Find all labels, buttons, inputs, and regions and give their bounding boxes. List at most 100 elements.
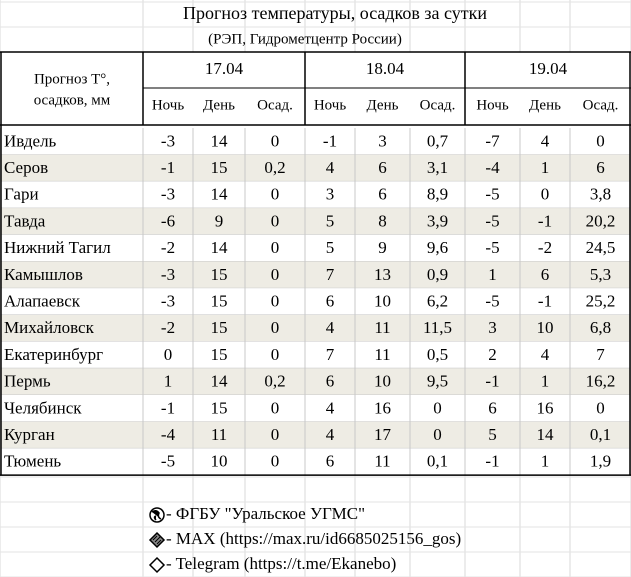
cell-value: 15 — [211, 345, 228, 364]
cell-value: 11 — [374, 318, 390, 337]
cell-value: 6 — [378, 158, 387, 177]
cell-value: 1 — [164, 372, 173, 391]
city-name: Камышлов — [4, 265, 83, 284]
cell-value: 0,2 — [264, 372, 285, 391]
cell-value: 6,8 — [590, 318, 611, 337]
city-name: Серов — [4, 158, 48, 177]
cell-value: 7 — [326, 345, 335, 364]
cell-value: 16 — [537, 398, 554, 417]
cell-value: 9 — [215, 211, 224, 230]
cell-value: 9,6 — [427, 238, 448, 257]
cell-value: 6 — [326, 452, 335, 471]
cell-value: -2 — [161, 318, 175, 337]
cell-value: -2 — [538, 238, 552, 257]
cell-value: 7 — [596, 345, 605, 364]
sub-header: День — [203, 97, 235, 113]
city-name: Курган — [4, 425, 55, 444]
cell-value: 11 — [374, 345, 390, 364]
cell-value: -1 — [161, 158, 175, 177]
cell-value: 0 — [433, 398, 442, 417]
cell-value: 0 — [271, 211, 280, 230]
row-bg — [0, 368, 631, 395]
title: Прогноз температуры, осадков за сутки — [183, 3, 487, 23]
cell-value: 4 — [326, 398, 335, 417]
cell-value: 14 — [211, 238, 229, 257]
cell-value: 5 — [326, 211, 335, 230]
subtitle: (РЭП, Гидрометцентр России) — [208, 31, 402, 47]
cell-value: 0,9 — [427, 265, 448, 284]
row-bg — [0, 128, 631, 155]
cell-value: -1 — [323, 131, 337, 150]
cell-value: 13 — [374, 265, 391, 284]
cell-value: 4 — [326, 158, 335, 177]
cell-value: 14 — [537, 425, 555, 444]
cell-value: 8,9 — [427, 185, 448, 204]
row-bg — [0, 395, 631, 422]
cell-value: -5 — [485, 211, 499, 230]
row-bg — [0, 261, 631, 289]
telegram-icon — [148, 556, 166, 574]
cell-value: 3 — [488, 318, 497, 337]
row-bg — [0, 181, 631, 209]
cell-value: -3 — [161, 131, 175, 150]
sub-header: День — [367, 97, 399, 113]
cell-value: 3 — [326, 185, 335, 204]
cell-value: 0 — [271, 238, 280, 257]
cell-value: -3 — [161, 185, 175, 204]
cell-value: 6 — [488, 398, 497, 417]
globe-icon — [149, 507, 165, 523]
cell-value: -7 — [485, 131, 500, 150]
cell-value: 2 — [488, 345, 497, 364]
cell-value: 20,2 — [586, 211, 616, 230]
cell-value: 10 — [537, 318, 554, 337]
cell-value: 1,9 — [590, 452, 611, 471]
cell-value: 0 — [271, 185, 280, 204]
cell-value: 4 — [541, 345, 550, 364]
cell-value: 15 — [211, 398, 228, 417]
cell-value: 0,2 — [264, 158, 285, 177]
city-name: Алапаевск — [4, 291, 81, 310]
date-header: 17.04 — [205, 59, 244, 78]
date-header: 19.04 — [529, 59, 568, 78]
city-name: Пермь — [4, 372, 51, 391]
cell-value: -3 — [161, 291, 175, 310]
cell-value: 3,8 — [590, 185, 611, 204]
cell-value: -5 — [485, 238, 499, 257]
cell-value: 0 — [596, 131, 605, 150]
sub-header: День — [529, 97, 561, 113]
row-bg — [0, 341, 631, 369]
cell-value: -4 — [161, 425, 176, 444]
sub-header: Осад. — [583, 97, 619, 113]
cell-value: 4 — [326, 425, 335, 444]
cell-value: 7 — [326, 265, 335, 284]
city-name: Тавда — [4, 211, 46, 230]
cell-value: 0 — [271, 131, 280, 150]
cell-value: 14 — [211, 131, 229, 150]
city-name: Михайловск — [4, 318, 95, 337]
cell-value: -1 — [161, 398, 175, 417]
row-bg — [0, 314, 631, 342]
cell-value: 10 — [374, 291, 391, 310]
cell-value: -3 — [161, 265, 175, 284]
cell-value: 6 — [378, 185, 387, 204]
cell-value: -5 — [485, 185, 499, 204]
cell-value: 8 — [378, 211, 387, 230]
city-name: Челябинск — [4, 398, 82, 417]
cell-value: -4 — [485, 158, 500, 177]
header-bg — [0, 52, 631, 128]
cell-value: 11,5 — [423, 318, 452, 337]
cell-value: 10 — [211, 452, 228, 471]
city-name: Тюмень — [4, 452, 61, 471]
cell-value: 6,2 — [427, 291, 448, 310]
cell-value: 15 — [211, 158, 228, 177]
cell-value: 24,5 — [586, 238, 616, 257]
footer-line: - Telegram (https://t.me/Ekanebo) — [166, 554, 396, 573]
city-name: Ивдель — [4, 131, 57, 150]
cell-value: 0 — [271, 291, 280, 310]
cell-value: 10 — [374, 372, 391, 391]
cell-value: 25,2 — [586, 291, 616, 310]
cell-value: 9,5 — [427, 372, 448, 391]
cell-value: 3,9 — [427, 211, 448, 230]
cell-value: 3,1 — [427, 158, 448, 177]
cell-value: -5 — [161, 452, 175, 471]
